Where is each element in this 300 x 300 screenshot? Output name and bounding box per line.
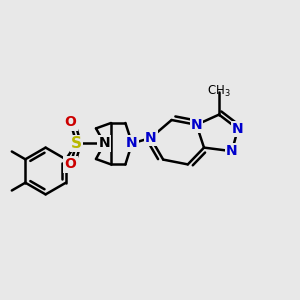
Text: O: O — [64, 116, 76, 129]
Text: N: N — [232, 122, 244, 136]
Text: N: N — [99, 136, 110, 150]
Text: N: N — [145, 131, 156, 145]
Text: S: S — [71, 136, 82, 151]
Text: N: N — [126, 136, 138, 150]
Text: N: N — [226, 144, 238, 158]
Text: O: O — [64, 158, 76, 171]
Text: CH$_3$: CH$_3$ — [207, 84, 231, 99]
Text: N: N — [191, 118, 202, 132]
